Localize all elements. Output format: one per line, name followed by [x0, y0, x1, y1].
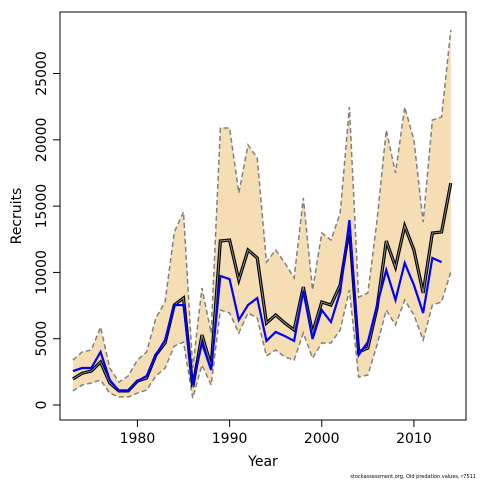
y-tick-label: 5000 — [34, 321, 50, 357]
y-tick-label: 25000 — [34, 51, 50, 96]
y-tick-label: 10000 — [34, 250, 50, 295]
band-upper — [72, 29, 452, 384]
x-tick-label: 2000 — [304, 431, 340, 447]
x-tick-label: 1990 — [212, 431, 248, 447]
plot-frame — [59, 11, 467, 421]
x-tick-label: 1980 — [120, 431, 156, 447]
band-lower — [72, 271, 452, 399]
x-axis-label: Year — [247, 454, 278, 470]
line — [72, 219, 443, 393]
y-axis-label: Recruits — [9, 188, 25, 245]
footer: stockassessment.org, Old predation value… — [350, 474, 476, 480]
y-tick-label: 15000 — [34, 184, 50, 229]
y-tick-label: 0 — [34, 401, 50, 410]
x-tick-label: 2010 — [396, 431, 432, 447]
y-tick-label: 20000 — [34, 118, 50, 163]
